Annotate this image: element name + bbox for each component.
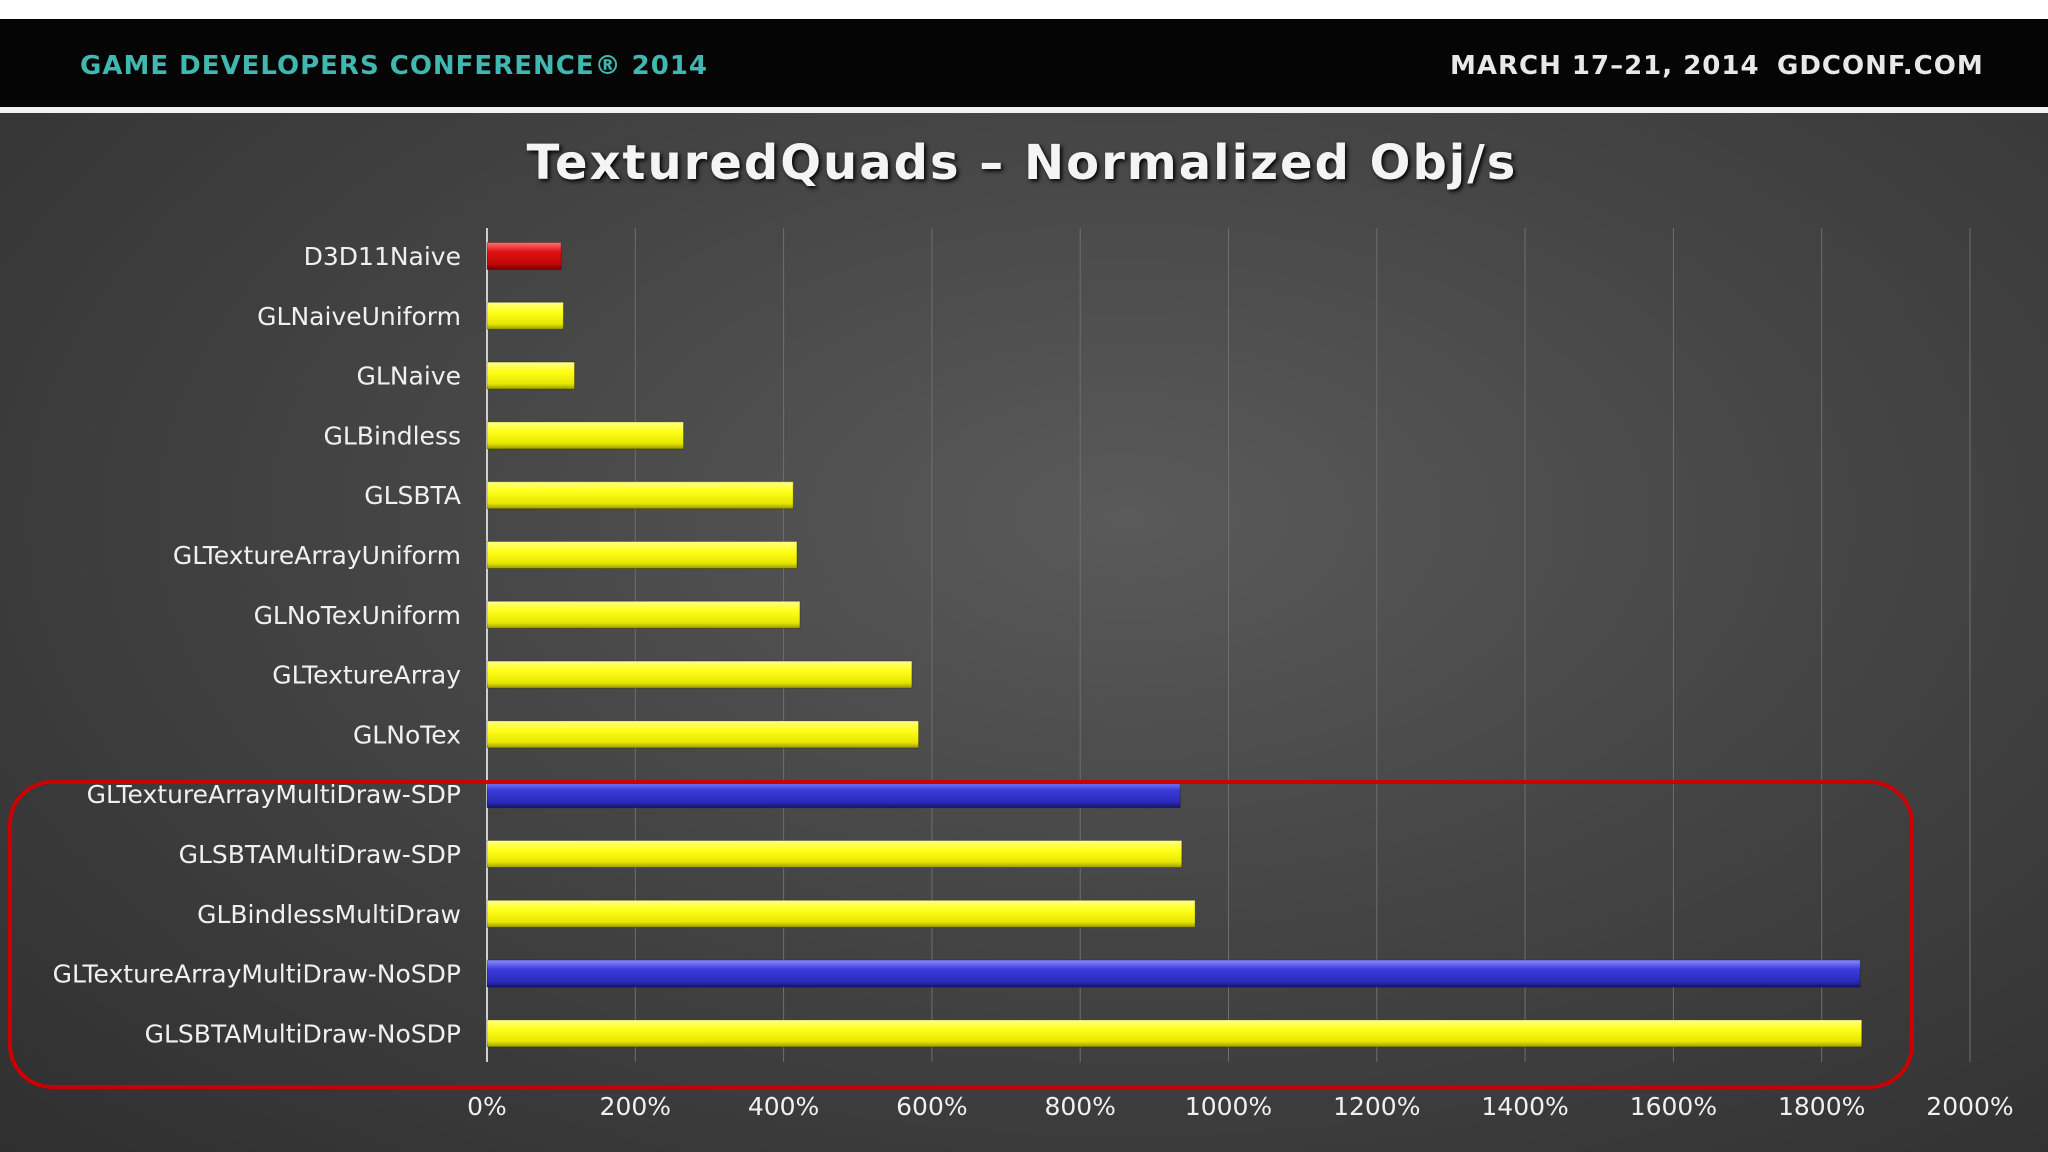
highlight-box bbox=[8, 780, 1914, 1089]
category-label: GLBindlessMultiDraw bbox=[197, 900, 461, 929]
conference-dates: MARCH 17–21, 2014 bbox=[1450, 51, 1760, 81]
category-labels: D3D11Naive GLNaiveUniform GLNaive GLBindles… bbox=[53, 242, 462, 1048]
bar-d3d11naive bbox=[486, 242, 562, 270]
x-tick-labels: 0% 200% 400% 600% 800% 1000% 1200% 1400% 1600% 18… bbox=[467, 1092, 2014, 1121]
bar-gltexturearraymultidraw-nosdp bbox=[486, 959, 1861, 988]
x-tick-label: 1200% bbox=[1333, 1092, 1420, 1121]
bar-glsbtamultidraw-nosdp bbox=[486, 1019, 1863, 1048]
header-bar bbox=[0, 19, 2048, 107]
bar-glnotexuniform bbox=[486, 600, 801, 629]
x-tick-label: 1400% bbox=[1481, 1092, 1568, 1121]
x-tick-label: 200% bbox=[600, 1092, 671, 1121]
category-label: GLSBTAMultiDraw-NoSDP bbox=[145, 1019, 461, 1048]
bar-glbindlessmultidraw bbox=[486, 899, 1196, 928]
bar-glsbta bbox=[486, 481, 794, 510]
bar-glsbtamultidraw-sdp bbox=[486, 840, 1183, 868]
category-label: GLSBTA bbox=[364, 481, 461, 510]
category-label: GLNoTex bbox=[353, 720, 461, 749]
x-tick-label: 2000% bbox=[1926, 1092, 2013, 1121]
x-tick-label: 600% bbox=[896, 1092, 967, 1121]
category-label: GLTextureArrayMultiDraw-NoSDP bbox=[53, 960, 461, 989]
bar-gltexturearray bbox=[486, 660, 913, 689]
category-label: GLTextureArrayMultiDraw-SDP bbox=[87, 780, 461, 809]
x-tick-label: 0% bbox=[467, 1092, 507, 1121]
x-tick-label: 1000% bbox=[1185, 1092, 1272, 1121]
category-label: GLTextureArray bbox=[272, 661, 461, 690]
x-tick-label: 400% bbox=[748, 1092, 819, 1121]
header-divider bbox=[0, 107, 2048, 113]
category-label: GLTextureArrayUniform bbox=[173, 541, 461, 570]
category-label: GLNoTexUniform bbox=[254, 601, 461, 630]
category-label: GLNaive bbox=[357, 362, 461, 391]
x-tick-label: 800% bbox=[1044, 1092, 1115, 1121]
gridlines bbox=[486, 228, 1971, 1062]
x-tick-label: 1800% bbox=[1778, 1092, 1865, 1121]
bar-glnaive bbox=[486, 361, 575, 390]
bar-glbindless bbox=[486, 421, 684, 450]
conference-website: GDCONF.COM bbox=[1777, 51, 1984, 81]
bars bbox=[486, 242, 1863, 1048]
top-strip bbox=[0, 0, 2048, 19]
conference-name: GAME DEVELOPERS CONFERENCE® 2014 bbox=[80, 51, 708, 81]
category-label: GLBindless bbox=[324, 421, 462, 450]
category-label: GLSBTAMultiDraw-SDP bbox=[179, 840, 461, 869]
bar-glnaiveuniform bbox=[486, 301, 564, 330]
x-tick-label: 1600% bbox=[1630, 1092, 1717, 1121]
bar-glnotex bbox=[486, 720, 920, 749]
category-label: D3D11Naive bbox=[304, 242, 461, 271]
category-label: GLNaiveUniform bbox=[257, 302, 461, 331]
chart-title: TexturedQuads – Normalized Obj/s bbox=[526, 135, 1518, 191]
bar-gltexturearraymultidraw-sdp bbox=[486, 780, 1181, 809]
bar-gltexturearrayuniform bbox=[486, 541, 798, 569]
